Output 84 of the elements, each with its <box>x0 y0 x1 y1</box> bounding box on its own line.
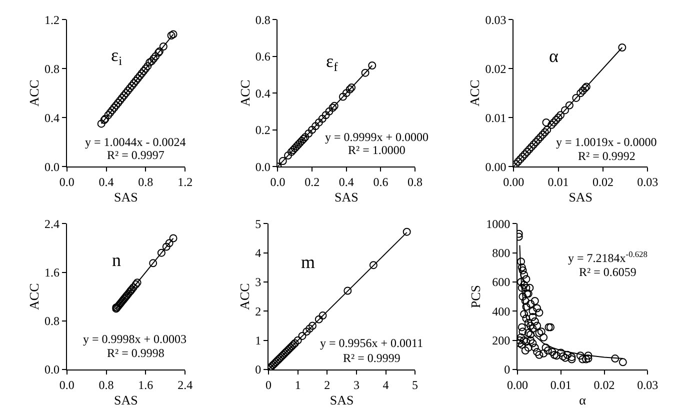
x-tick-label: 0.8 <box>408 174 423 189</box>
x-tick-label: 0.2 <box>304 174 320 189</box>
x-tick-label: 0.01 <box>548 174 569 189</box>
y-tick-label: 0.02 <box>485 62 506 76</box>
x-tick-label: 2 <box>324 378 330 392</box>
y-tick-label: 600 <box>492 275 510 290</box>
y-tick-label: 0 <box>504 362 510 377</box>
annotation: ε$_{i}$ <box>111 45 123 68</box>
annotation: y = 1.0019x - 0.0000 <box>556 135 657 149</box>
y-tick-label: 2 <box>255 304 262 318</box>
annotation: n <box>112 250 121 270</box>
y-tick-label: 5 <box>255 216 262 231</box>
y-tick-label: 0.4 <box>255 86 270 100</box>
x-tick-label: 0.4 <box>98 174 114 189</box>
y-tick-label: 0.03 <box>485 12 506 27</box>
annotation: R² = 0.6059 <box>579 265 636 279</box>
annotation: α <box>549 46 559 66</box>
y-tick-label: 0.0 <box>44 362 60 377</box>
x-axis-title: SAS <box>114 392 138 408</box>
y-axis-title: PCS <box>468 285 484 308</box>
y-axis-title: ACC <box>26 283 42 310</box>
y-axis-title: ACC <box>467 80 482 106</box>
x-tick-label: 0.0 <box>270 174 286 189</box>
x-axis-title: SAS <box>568 190 593 205</box>
annotation: ε$_{f}$ <box>326 51 339 74</box>
y-tick-label: 0.00 <box>485 160 506 174</box>
x-tick-label: 0.00 <box>507 378 528 392</box>
y-tick-label: 0 <box>255 362 262 377</box>
x-tick-label: 0.8 <box>138 174 154 189</box>
annotation: y = 0.9998x + 0.0003 <box>83 332 187 346</box>
y-tick-label: 0.2 <box>255 123 270 138</box>
y-axis-title: ACC <box>26 80 42 106</box>
annotation: y = 1.0044x - 0.0024 <box>85 135 186 149</box>
x-tick-label: 3 <box>353 378 360 392</box>
x-tick-label: 5 <box>412 378 418 392</box>
x-tick-label: 0.8 <box>98 378 114 392</box>
x-tick-label: 1.6 <box>138 378 154 392</box>
y-axis-title: ACC <box>237 80 252 106</box>
annotation: R² = 1.0000 <box>348 143 406 157</box>
x-tick-label: 0.01 <box>550 378 572 392</box>
y-tick-label: 2.4 <box>44 216 60 231</box>
annotation: y = 0.9999x + 0.0000 <box>325 130 429 144</box>
annotation: y = 7.2184x$^{-0.628}$ <box>568 250 648 266</box>
x-tick-label: 4 <box>382 378 389 392</box>
y-tick-label: 0.0 <box>255 160 270 174</box>
x-tick-label: 0.6 <box>373 174 388 189</box>
y-tick-label: 800 <box>492 246 510 260</box>
x-tick-label: 0.0 <box>59 378 74 392</box>
x-tick-label: 0.00 <box>503 174 524 189</box>
y-tick-label: 3 <box>255 275 262 290</box>
annotation: R² = 0.9999 <box>343 351 400 365</box>
x-axis-title: α <box>579 392 586 408</box>
x-tick-label: 0.0 <box>59 174 74 189</box>
annotation: m <box>301 252 316 272</box>
x-tick-label: 1 <box>294 378 301 392</box>
y-tick-label: 0.0 <box>44 160 60 174</box>
y-tick-label: 4 <box>255 246 262 260</box>
y-axis-title: ACC <box>237 283 252 310</box>
x-tick-label: 2.4 <box>178 378 193 392</box>
y-tick-label: 0.8 <box>255 12 270 27</box>
y-tick-label: 1 <box>255 334 262 348</box>
y-tick-label: 0.4 <box>44 110 60 125</box>
y-tick-label: 1.2 <box>44 12 60 27</box>
x-tick-label: 0.4 <box>338 174 354 189</box>
x-axis-title: SAS <box>330 392 354 408</box>
y-tick-label: 0.8 <box>44 62 60 76</box>
annotation: R² = 0.9992 <box>578 149 636 163</box>
annotation: y = 0.9956x + 0.0011 <box>320 336 424 350</box>
x-tick-label: 0.03 <box>637 378 658 392</box>
y-tick-label: 200 <box>492 334 510 348</box>
x-tick-label: 0.02 <box>594 378 615 392</box>
x-axis-title: SAS <box>114 190 138 205</box>
y-tick-label: 1.6 <box>44 265 60 280</box>
x-tick-label: 0.02 <box>592 174 614 189</box>
x-tick-label: 0.03 <box>637 174 658 189</box>
x-axis-title: SAS <box>334 190 358 205</box>
y-tick-label: 1000 <box>486 216 510 231</box>
x-tick-label: 1.2 <box>178 174 193 189</box>
annotation: R² = 0.9998 <box>107 346 164 360</box>
y-tick-label: 400 <box>492 304 510 318</box>
y-tick-label: 0.6 <box>255 50 270 64</box>
y-tick-label: 0.8 <box>44 314 60 328</box>
y-tick-label: 0.01 <box>485 110 506 125</box>
annotation: R² = 0.9997 <box>107 148 164 162</box>
